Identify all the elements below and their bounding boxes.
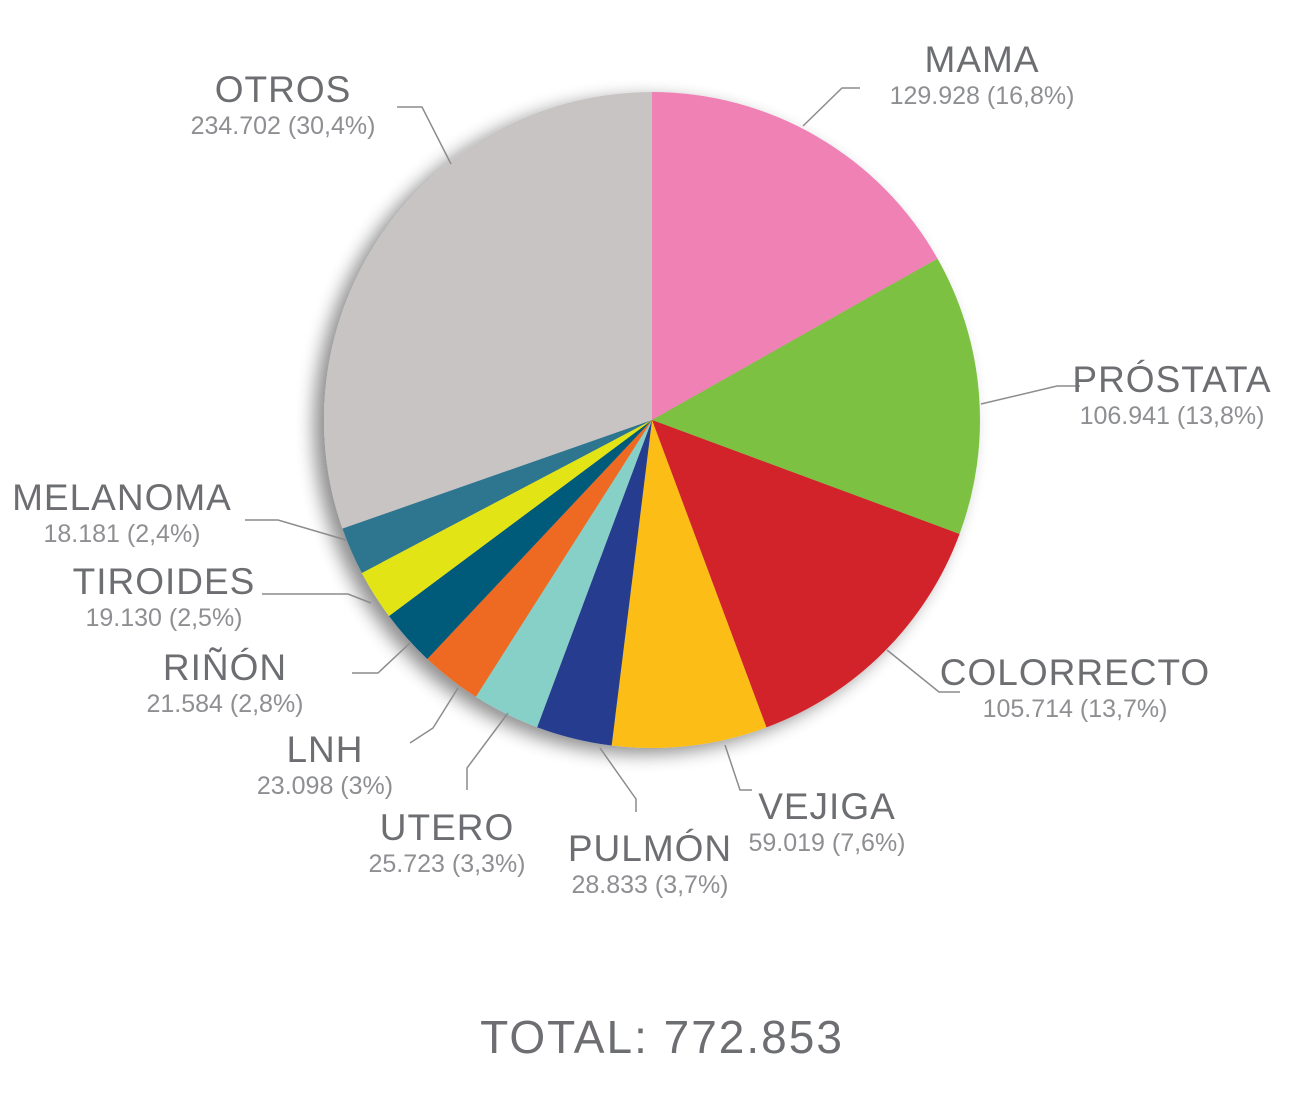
slice-label-name: OTROS	[215, 69, 352, 110]
leader-line	[262, 594, 371, 603]
slice-label-value: 106.941 (13,8%)	[1080, 402, 1265, 430]
leader-line	[352, 643, 410, 673]
slice-label-value: 19.130 (2,5%)	[85, 604, 242, 632]
pie-slices	[324, 92, 980, 748]
slice-label-value: 18.181 (2,4%)	[43, 520, 200, 548]
leader-line	[981, 386, 1080, 404]
leader-line	[725, 745, 752, 790]
slice-label-name: PULMÓN	[568, 828, 732, 869]
slice-label-name: TIROIDES	[73, 561, 256, 602]
slice-label-value: 105.714 (13,7%)	[983, 695, 1168, 723]
slice-label-value: 28.833 (3,7%)	[571, 871, 728, 899]
slice-label-name: RIÑÓN	[163, 647, 287, 688]
leader-line	[467, 713, 508, 790]
slice-label-value: 21.584 (2,8%)	[146, 690, 303, 718]
slice-label-value: 25.723 (3,3%)	[368, 850, 525, 878]
slice-label-name: COLORRECTO	[940, 652, 1210, 693]
total-label: TOTAL: 772.853	[480, 1011, 844, 1063]
leader-line	[600, 748, 636, 812]
leader-line	[245, 520, 346, 540]
slice-label-name: PRÓSTATA	[1072, 359, 1271, 400]
slice-label-value: 23.098 (3%)	[257, 772, 393, 800]
leader-line	[397, 107, 451, 164]
slice-label-name: UTERO	[380, 807, 515, 848]
slice-label-value: 59.019 (7,6%)	[748, 829, 905, 857]
leader-line	[410, 688, 458, 743]
slice-label-name: VEJIGA	[758, 786, 896, 827]
slice-label-value: 234.702 (30,4%)	[191, 112, 376, 140]
slice-label-name: LNH	[286, 729, 363, 770]
slice-label-name: MELANOMA	[12, 477, 232, 518]
leader-line	[803, 88, 860, 126]
slice-label-name: MAMA	[925, 39, 1040, 80]
slice-label-value: 129.928 (16,8%)	[890, 82, 1075, 110]
